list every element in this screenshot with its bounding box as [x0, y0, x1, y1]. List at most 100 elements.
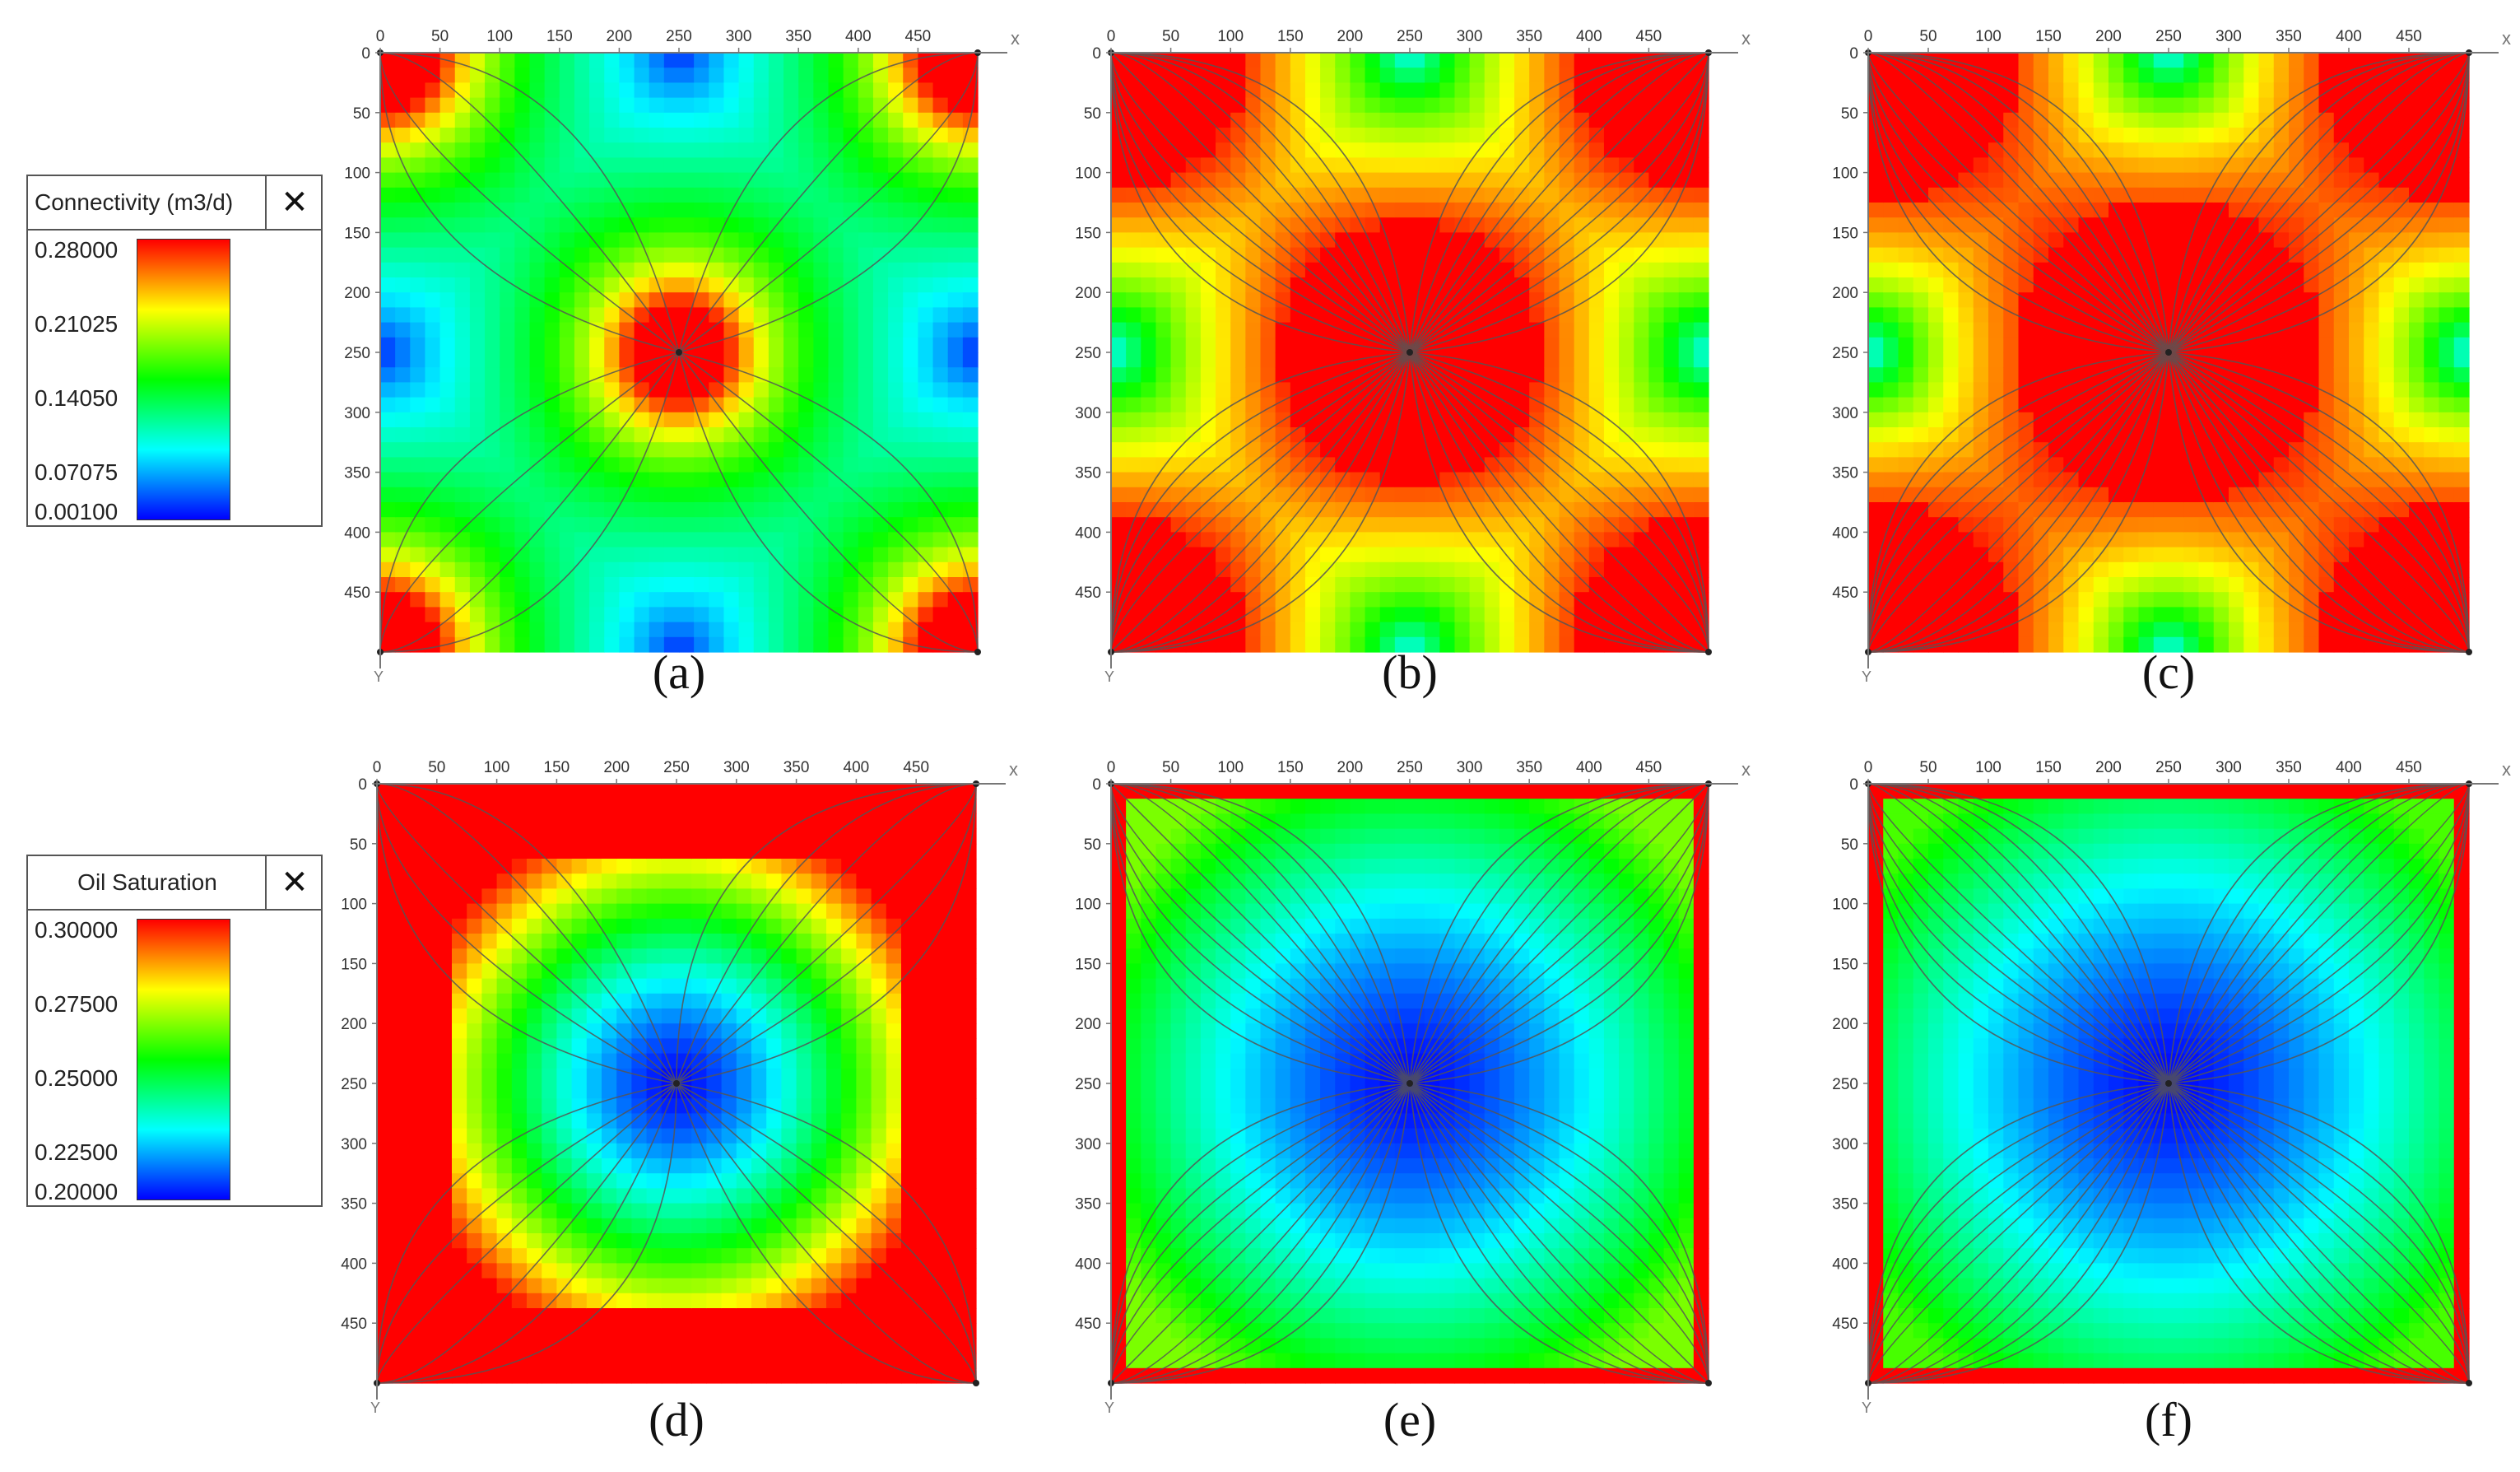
heatmap-cell: [2109, 561, 2124, 578]
heatmap-cell: [529, 472, 546, 488]
heatmap-cell: [962, 203, 979, 218]
heatmap-cell: [500, 262, 515, 278]
heatmap-cell: [1200, 53, 1216, 68]
streamline: [1409, 352, 1709, 653]
heatmap-cell: [2393, 487, 2410, 503]
heatmap-cell: [2393, 172, 2410, 189]
heatmap-cell: [2318, 442, 2335, 458]
heatmap-cell: [1410, 561, 1425, 578]
heatmap-cell: [1883, 217, 1899, 233]
heatmap-cell: [2169, 412, 2184, 428]
heatmap-cell: [529, 307, 546, 324]
heatmap-cell: [514, 68, 531, 83]
heatmap-cell: [932, 172, 949, 189]
heatmap-cell: [947, 472, 964, 488]
heatmap-cell: [2003, 457, 2020, 473]
heatmap-cell: [2378, 382, 2395, 398]
heatmap-cell: [1973, 547, 1989, 563]
heatmap-cell: [1304, 532, 1321, 548]
heatmap-cell: [947, 352, 964, 368]
heatmap-cell: [843, 502, 859, 518]
heatmap-cell: [694, 112, 709, 128]
heatmap-cell: [454, 636, 471, 653]
heatmap-cell: [679, 547, 695, 563]
heatmap-cell: [2123, 112, 2140, 128]
heatmap-cell: [1913, 547, 1929, 563]
heatmap-cell: [2109, 217, 2124, 233]
heatmap-cell: [679, 172, 695, 189]
heatmap-cell: [1574, 367, 1590, 383]
heatmap-cell: [2048, 292, 2064, 308]
heatmap-cell: [1943, 142, 1960, 158]
heatmap-cell: [574, 561, 590, 578]
heatmap-cell: [544, 397, 560, 413]
heatmap-cell: [1529, 427, 1545, 443]
heatmap-cell: [932, 187, 949, 203]
heatmap-cell: [619, 187, 635, 203]
heatmap-cell: [1574, 502, 1590, 518]
heatmap-cell: [380, 53, 396, 68]
close-icon[interactable]: ✕: [265, 176, 323, 231]
heatmap-cell: [2289, 472, 2304, 488]
heatmap-cell: [2453, 427, 2470, 443]
heatmap-cell: [1868, 412, 1884, 428]
heatmap-cell: [947, 112, 964, 128]
heatmap-cell: [1484, 157, 1500, 174]
heatmap-cell: [1304, 337, 1321, 353]
heatmap-cell: [2109, 203, 2124, 218]
heatmap-cell: [858, 352, 874, 368]
heatmap-cell: [843, 172, 859, 189]
heatmap-cell: [2424, 82, 2440, 99]
heatmap-cell: [2273, 442, 2290, 458]
heatmap-cell: [1603, 457, 1620, 473]
heatmap-cell: [1216, 247, 1231, 263]
heatmap-cell: [947, 622, 964, 638]
heatmap-cell: [410, 307, 426, 324]
heatmap-cell: [872, 247, 889, 263]
heatmap-cell: [813, 622, 830, 638]
heatmap-cell: [1170, 547, 1187, 563]
heatmap-cell: [2243, 636, 2260, 653]
heatmap-cell: [425, 577, 441, 593]
heatmap-cell: [425, 217, 441, 233]
heatmap-cell: [649, 561, 665, 578]
heatmap-cell: [2364, 307, 2380, 324]
heatmap-cell: [2424, 232, 2440, 249]
heatmap-cell: [1290, 217, 1306, 233]
heatmap-cell: [858, 577, 874, 593]
heatmap-cell: [1335, 561, 1351, 578]
close-icon[interactable]: ✕: [265, 856, 323, 911]
heatmap-cell: [1544, 277, 1560, 293]
heatmap-cell: [1335, 247, 1351, 263]
heatmap-cell: [2153, 172, 2169, 189]
heatmap-cell: [888, 112, 904, 128]
heatmap-cell: [2273, 457, 2290, 473]
heatmap-cell: [649, 292, 665, 308]
heatmap-cell: [2318, 292, 2335, 308]
heatmap-cell: [559, 53, 575, 68]
heatmap-cell: [663, 157, 680, 174]
heatmap-cell: [2033, 277, 2049, 293]
heatmap-cell: [2453, 487, 2470, 503]
heatmap-cell: [574, 457, 590, 473]
heatmap-cell: [2258, 457, 2275, 473]
heatmap-cell: [2318, 337, 2335, 353]
streamline: [379, 52, 680, 353]
heatmap-cell: [1634, 636, 1649, 653]
heatmap-cell: [2393, 352, 2410, 368]
heatmap-cell: [1928, 442, 1944, 458]
heatmap-cell: [529, 547, 546, 563]
heatmap-cell: [1574, 187, 1590, 203]
heatmap-cell: [439, 68, 456, 83]
heatmap-cell: [1111, 547, 1127, 563]
heatmap-cell: [2424, 352, 2440, 368]
heatmap-cell: [828, 292, 844, 308]
heatmap-cell: [1603, 277, 1620, 293]
heatmap-cell: [2409, 397, 2425, 413]
heatmap-cell: [858, 382, 874, 398]
heatmap-cell: [2123, 307, 2140, 324]
heatmap-cell: [1141, 397, 1157, 413]
heatmap-cell: [872, 322, 889, 338]
heatmap-cell: [768, 232, 784, 249]
heatmap-cell: [1988, 262, 2004, 278]
